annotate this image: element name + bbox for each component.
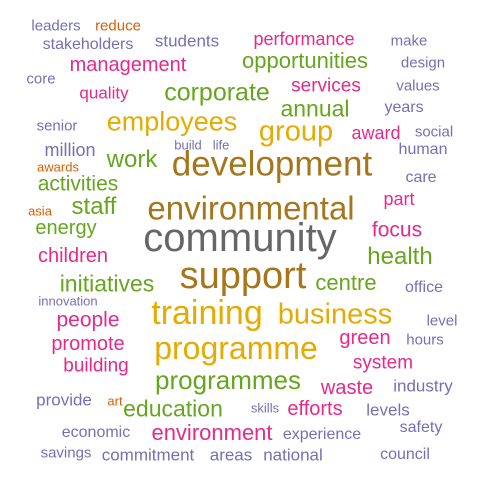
word-health: health	[367, 243, 433, 270]
word-council: council	[380, 446, 430, 463]
word-industry: industry	[393, 376, 453, 396]
word-savings: savings	[40, 444, 92, 462]
word-annual: annual	[280, 95, 350, 122]
word-support: support	[179, 255, 307, 297]
word-promote: promote	[51, 333, 125, 355]
word-development: development	[171, 144, 373, 184]
word-environment: environment	[151, 420, 273, 445]
word-experience: experience	[282, 426, 362, 443]
word-system: system	[352, 352, 414, 374]
word-focus: focus	[371, 218, 423, 242]
word-life: life	[212, 137, 230, 153]
word-environmental: environmental	[147, 189, 355, 227]
word-services: services	[291, 75, 361, 97]
word-levels: levels	[366, 400, 410, 420]
word-leaders: leaders	[31, 17, 81, 35]
word-safety: safety	[399, 419, 443, 436]
word-art: art	[107, 393, 123, 409]
word-opportunities: opportunities	[242, 48, 368, 73]
word-programmes: programmes	[155, 365, 301, 395]
word-performance: performance	[253, 29, 355, 49]
word-waste: waste	[320, 377, 374, 399]
word-senior: senior	[36, 117, 78, 135]
word-level: level	[426, 312, 458, 330]
word-green: green	[339, 327, 391, 349]
word-building: building	[63, 355, 129, 377]
word-energy: energy	[35, 217, 97, 239]
word-community: community	[143, 216, 337, 260]
word-innovation: innovation	[38, 293, 98, 309]
word-activities: activities	[37, 172, 119, 196]
word-employees: employees	[106, 106, 238, 137]
word-provide: provide	[36, 390, 92, 410]
word-years: years	[384, 99, 424, 116]
word-asia: asia	[28, 203, 52, 219]
word-values: values	[396, 77, 440, 95]
word-corporate: corporate	[164, 78, 270, 107]
word-reduce: reduce	[95, 17, 141, 35]
word-children: children	[37, 245, 109, 267]
word-human: human	[398, 141, 448, 158]
word-business: business	[277, 298, 393, 331]
word-build: build	[174, 137, 202, 153]
word-stakeholders: stakeholders	[42, 36, 134, 53]
word-staff: staff	[71, 193, 117, 220]
word-make: make	[390, 32, 428, 50]
word-awards: awards	[37, 159, 79, 175]
word-core: core	[26, 70, 56, 88]
word-commitment: commitment	[101, 445, 195, 465]
word-programme: programme	[154, 330, 318, 366]
word-people: people	[56, 308, 120, 332]
word-skills: skills	[250, 400, 280, 416]
word-social: social	[414, 123, 454, 141]
word-office: office	[405, 279, 443, 296]
word-award: award	[351, 123, 401, 143]
word-education: education	[123, 395, 223, 422]
word-national: national	[263, 445, 323, 465]
word-students: students	[154, 31, 220, 51]
word-training: training	[151, 294, 263, 332]
word-centre: centre	[315, 270, 377, 295]
word-group: group	[258, 115, 334, 148]
word-quality: quality	[79, 83, 129, 103]
word-hours: hours	[406, 331, 444, 349]
word-economic: economic	[61, 424, 131, 441]
word-initiatives: initiatives	[59, 270, 155, 297]
word-part: part	[383, 189, 415, 209]
word-care: care	[405, 169, 437, 186]
word-design: design	[400, 54, 446, 72]
word-areas: areas	[209, 445, 253, 465]
word-efforts: efforts	[287, 398, 343, 420]
word-million: million	[44, 140, 96, 160]
word-work: work	[106, 146, 158, 173]
word-management: management	[69, 54, 187, 76]
